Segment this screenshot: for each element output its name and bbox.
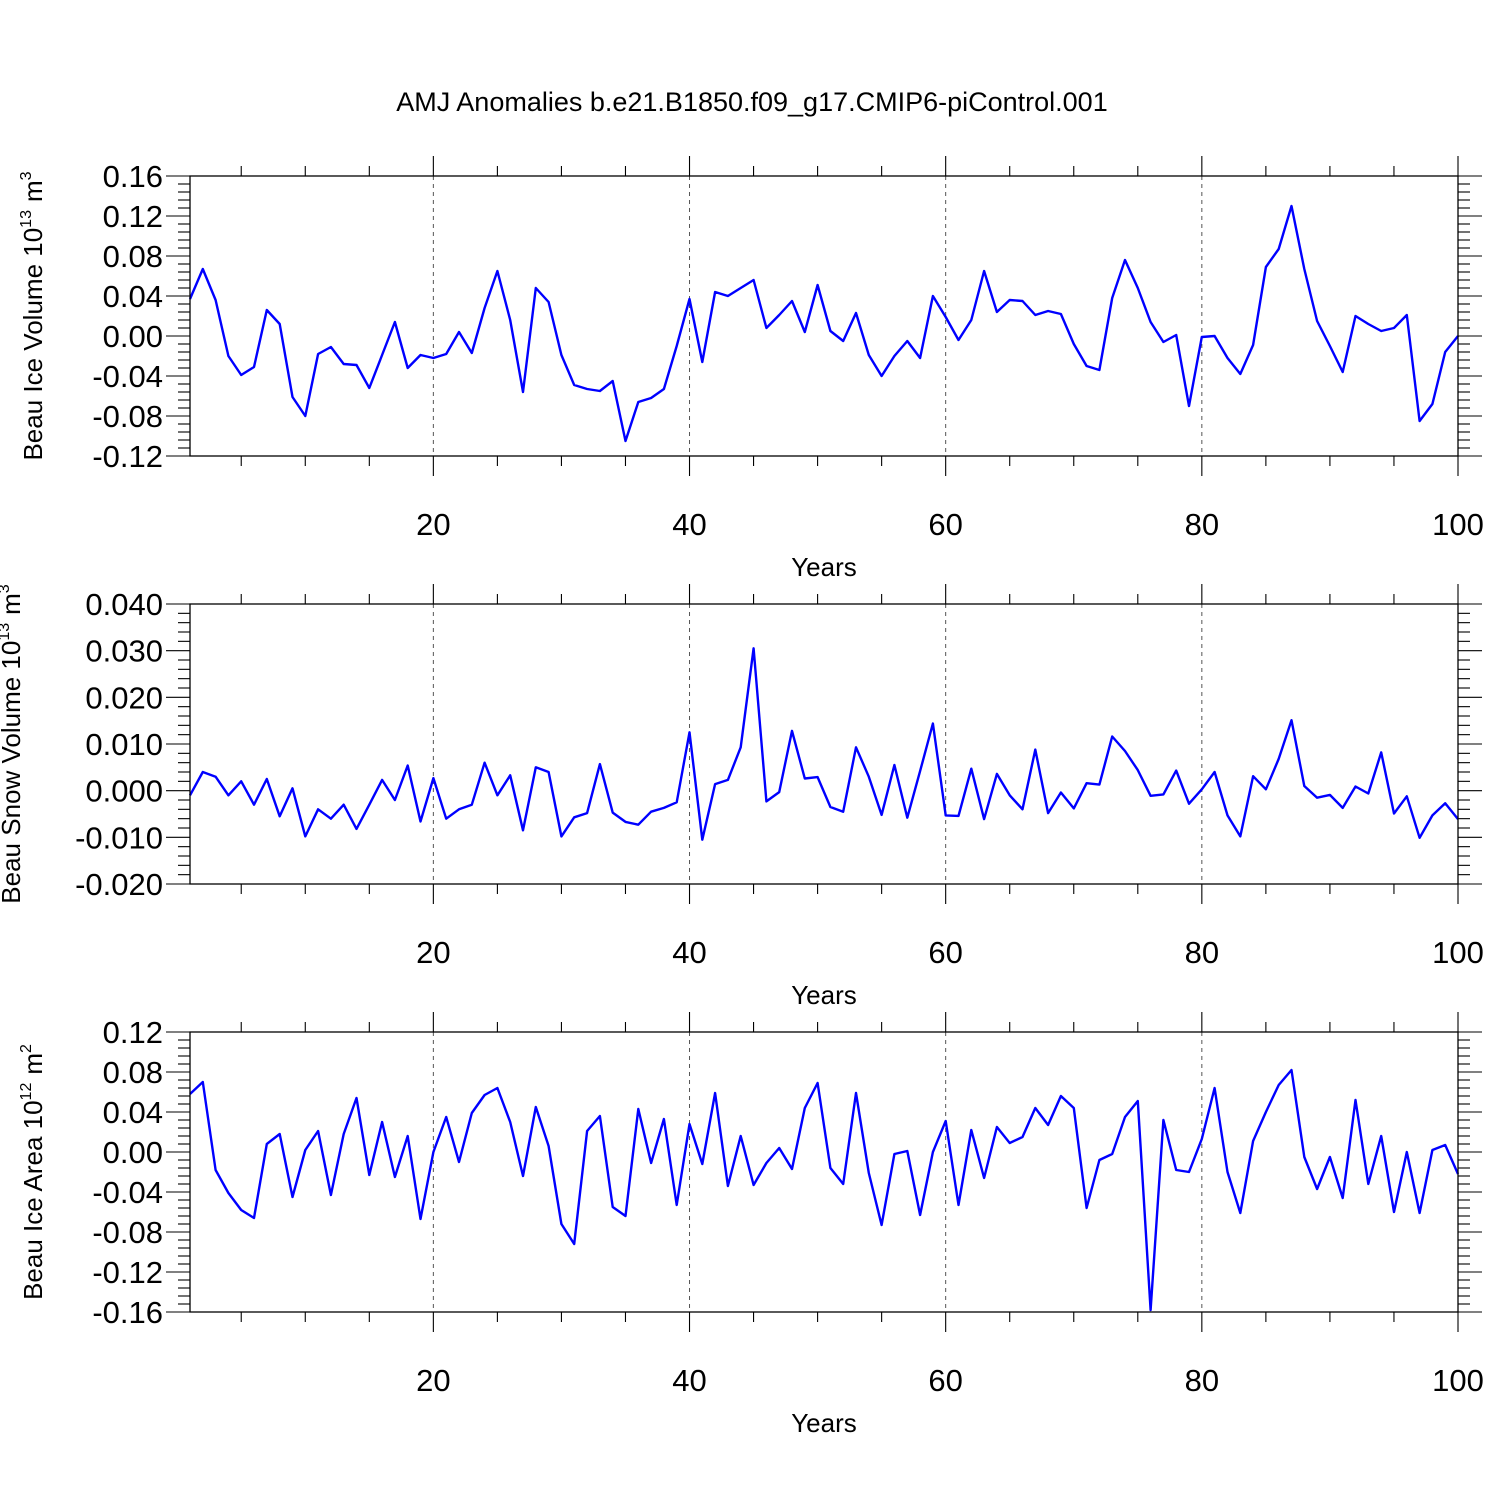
y-tick-label: -0.08 bbox=[92, 1215, 163, 1250]
y-axis-title-exponent: 12 bbox=[18, 1083, 35, 1101]
y-axis-title: Beau Ice Volume 1013 m3 bbox=[18, 171, 48, 460]
series-line bbox=[188, 647, 1459, 841]
y-axis-title: Beau Ice Area 1012 m2 bbox=[18, 1044, 48, 1300]
x-tick-label: 60 bbox=[928, 1363, 962, 1398]
y-tick-label: 0.04 bbox=[103, 1095, 163, 1130]
plot-frame bbox=[189, 603, 1459, 885]
x-tick-label: 60 bbox=[928, 935, 962, 970]
y-tick-label: 0.08 bbox=[103, 239, 163, 274]
x-axis-title: Years bbox=[791, 1408, 857, 1438]
x-tick-label: 80 bbox=[1185, 935, 1219, 970]
y-tick-label: -0.12 bbox=[92, 439, 163, 474]
y-tick-label: 0.12 bbox=[103, 1015, 163, 1050]
y-tick-label: -0.04 bbox=[92, 359, 163, 394]
y-tick-label: 0.00 bbox=[103, 319, 163, 354]
series-line bbox=[189, 1068, 1460, 1312]
y-tick-label: 0.010 bbox=[85, 727, 163, 762]
y-axis-title-unit-exponent: 3 bbox=[0, 584, 13, 593]
y-tick-label: 0.16 bbox=[103, 159, 163, 194]
y-axis-title-exponent: 13 bbox=[18, 210, 35, 228]
x-tick-label: 40 bbox=[672, 1363, 706, 1398]
y-tick-label: -0.08 bbox=[92, 399, 163, 434]
y-tick-label: -0.04 bbox=[92, 1175, 163, 1210]
y-tick-label: -0.12 bbox=[92, 1255, 163, 1290]
y-axis-title-unit-exponent: 3 bbox=[18, 171, 35, 180]
y-axis-title: Beau Snow Volume 1013 m3 bbox=[0, 584, 26, 904]
y-axis-title-unit: m bbox=[18, 1053, 48, 1075]
y-axis-title-unit: m bbox=[0, 593, 26, 615]
y-axis-title-main: Beau Ice Area 10 bbox=[18, 1100, 48, 1299]
panel-ice-area: -0.16 -0.12 -0.08 -0.04 0.00 0.04 0.08 0.12 20 40… bbox=[18, 1012, 1484, 1438]
y-tick-label: 0.12 bbox=[103, 199, 163, 234]
x-axis-title: Years bbox=[791, 552, 857, 582]
x-tick-label: 20 bbox=[416, 935, 450, 970]
y-tick-label: -0.010 bbox=[75, 820, 163, 855]
x-axis-title: Years bbox=[791, 980, 857, 1010]
y-tick-label: 0.04 bbox=[103, 279, 163, 314]
y-axis-title-unit: m bbox=[18, 180, 48, 202]
y-tick-label: -0.020 bbox=[75, 867, 163, 902]
panel-ice-volume: -0.12 -0.08 -0.04 0.00 0.04 0.08 0.12 0.16 20 40 6… bbox=[18, 156, 1484, 582]
x-tick-label: 100 bbox=[1432, 935, 1484, 970]
y-axis-title-main: Beau Ice Volume 10 bbox=[18, 228, 48, 461]
y-tick-label: 0.040 bbox=[85, 587, 163, 622]
x-tick-label: 80 bbox=[1185, 507, 1219, 542]
y-axis-title-unit-exponent: 2 bbox=[18, 1044, 35, 1053]
x-tick-label: 20 bbox=[416, 507, 450, 542]
y-axis-title-main: Beau Snow Volume 10 bbox=[0, 641, 26, 904]
x-tick-label: 60 bbox=[928, 507, 962, 542]
plot-frame bbox=[189, 1031, 1459, 1313]
y-tick-label: 0.030 bbox=[85, 634, 163, 669]
x-tick-label: 40 bbox=[672, 935, 706, 970]
figure-title: AMJ Anomalies b.e21.B1850.f09_g17.CMIP6-… bbox=[396, 87, 1107, 117]
y-axis-title-exponent: 13 bbox=[0, 623, 13, 641]
x-tick-label: 20 bbox=[416, 1363, 450, 1398]
y-tick-label: 0.000 bbox=[85, 774, 163, 809]
x-tick-label: 40 bbox=[672, 507, 706, 542]
y-tick-label: -0.16 bbox=[92, 1295, 163, 1330]
y-tick-label: 0.08 bbox=[103, 1055, 163, 1090]
y-tick-label: 0.020 bbox=[85, 680, 163, 715]
series-line bbox=[188, 204, 1459, 443]
panel-snow-volume: -0.020 -0.010 0.000 0.010 0.020 0.030 0.040 20 4… bbox=[0, 584, 1484, 1010]
y-tick-label: 0.00 bbox=[103, 1135, 163, 1170]
x-tick-label: 100 bbox=[1432, 1363, 1484, 1398]
x-tick-label: 100 bbox=[1432, 507, 1484, 542]
plot-frame bbox=[189, 175, 1459, 457]
x-tick-label: 80 bbox=[1185, 1363, 1219, 1398]
